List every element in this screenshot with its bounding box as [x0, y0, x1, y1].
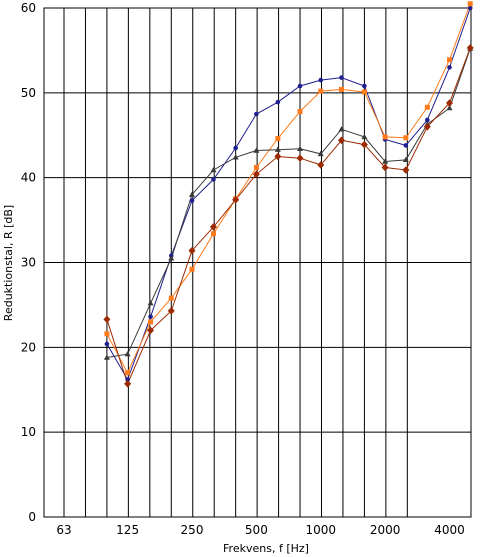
series-1-point: [275, 99, 281, 105]
y-tick-label: 40: [21, 171, 36, 185]
series-2-point: [338, 86, 344, 92]
series-2-point: [253, 164, 259, 170]
series-3-point: [361, 133, 368, 140]
series-3-point: [103, 354, 110, 360]
series-4-point: [124, 380, 132, 388]
x-tick-label: 4000: [434, 523, 465, 537]
series-line-1: [106, 7, 471, 381]
series-4-point: [147, 326, 155, 335]
series-3-point: [402, 156, 409, 163]
series-2-point: [447, 57, 452, 63]
series-1-point: [425, 117, 430, 123]
series-1-point: [403, 143, 409, 148]
series-1-point: [211, 177, 216, 182]
series-2-point: [275, 136, 281, 142]
series-2-point: [297, 108, 303, 114]
series-3-point: [338, 126, 345, 132]
series-4-point: [360, 140, 368, 149]
series-2-point: [318, 88, 324, 94]
series-3-point: [124, 350, 131, 357]
x-tick-label: 125: [116, 523, 139, 537]
series-2-point: [125, 370, 131, 376]
series-4-point: [402, 166, 410, 174]
series-3-point: [210, 166, 217, 173]
series-1-point: [318, 77, 324, 83]
tick-labels: 0 10 20 30 40 50 60 63 125 250 500 1000 2000 4000: [21, 1, 465, 537]
series-1-point: [467, 5, 473, 11]
series-1-point: [339, 75, 344, 80]
series-2-point: [424, 104, 430, 110]
series-4-point: [381, 163, 389, 172]
x-tick-label: 250: [181, 523, 204, 537]
series-1-point: [362, 83, 367, 89]
grid-lines: [43, 7, 472, 518]
y-tick-label: 10: [21, 425, 36, 439]
series-3-point: [189, 191, 196, 197]
y-axis-title: Reduktionstal, R [dB]: [2, 205, 15, 321]
data-markers: [103, 1, 474, 388]
series-4-point: [466, 44, 474, 52]
series-1-point: [254, 111, 259, 117]
series-3-point: [297, 145, 304, 152]
series-4-point: [296, 154, 304, 162]
series-4-point: [252, 170, 260, 179]
series-2-point: [403, 135, 409, 141]
series-1-point: [297, 83, 303, 89]
series-4-point: [103, 315, 111, 324]
series-3-point: [147, 300, 154, 306]
y-tick-label: 30: [21, 256, 36, 270]
x-tick-label: 63: [56, 523, 71, 537]
x-tick-label: 2000: [370, 523, 401, 537]
series-3-point: [446, 104, 453, 111]
y-tick-label: 50: [21, 86, 36, 100]
series-4-point: [167, 307, 175, 315]
series-3-point: [232, 154, 239, 160]
plot-border: [43, 7, 472, 518]
series-2-point: [168, 295, 174, 301]
series-2-point: [382, 134, 388, 140]
series-2-point: [104, 331, 110, 337]
x-tick-label: 1000: [305, 523, 336, 537]
y-tick-label: 20: [21, 340, 36, 354]
x-tick-label: 500: [245, 523, 268, 537]
series-3-point: [168, 255, 175, 261]
series-4-point: [188, 246, 196, 255]
series-3-point: [382, 158, 389, 164]
series-2-point: [210, 231, 216, 237]
series-line-3: [106, 48, 471, 358]
series-4-point: [232, 195, 240, 204]
series-1-point: [447, 65, 452, 70]
series-1-point: [148, 314, 153, 320]
series-2-point: [361, 89, 367, 95]
series-4-point: [274, 152, 282, 161]
series-2-point: [467, 1, 473, 7]
series-3-point: [274, 146, 281, 152]
series-4-point: [337, 136, 345, 145]
series-3-point: [317, 150, 324, 157]
series-2-point: [148, 319, 154, 325]
series-4-point: [423, 122, 431, 131]
y-tick-label: 60: [21, 1, 36, 15]
series-2-point: [189, 266, 195, 272]
series-line-4: [106, 47, 471, 386]
series-1-point: [104, 341, 110, 347]
series-1-point: [233, 145, 238, 151]
series-line-2: [106, 3, 471, 374]
y-tick-label: 0: [28, 510, 36, 524]
series-4-point: [446, 99, 453, 107]
series-3-point: [253, 147, 260, 153]
series-1-point: [189, 198, 195, 203]
x-axis-title: Frekvens, f [Hz]: [223, 542, 309, 555]
series-4-point: [209, 223, 217, 231]
series-lines: [106, 3, 471, 386]
series-4-point: [317, 161, 325, 169]
series-1-point: [125, 377, 130, 382]
